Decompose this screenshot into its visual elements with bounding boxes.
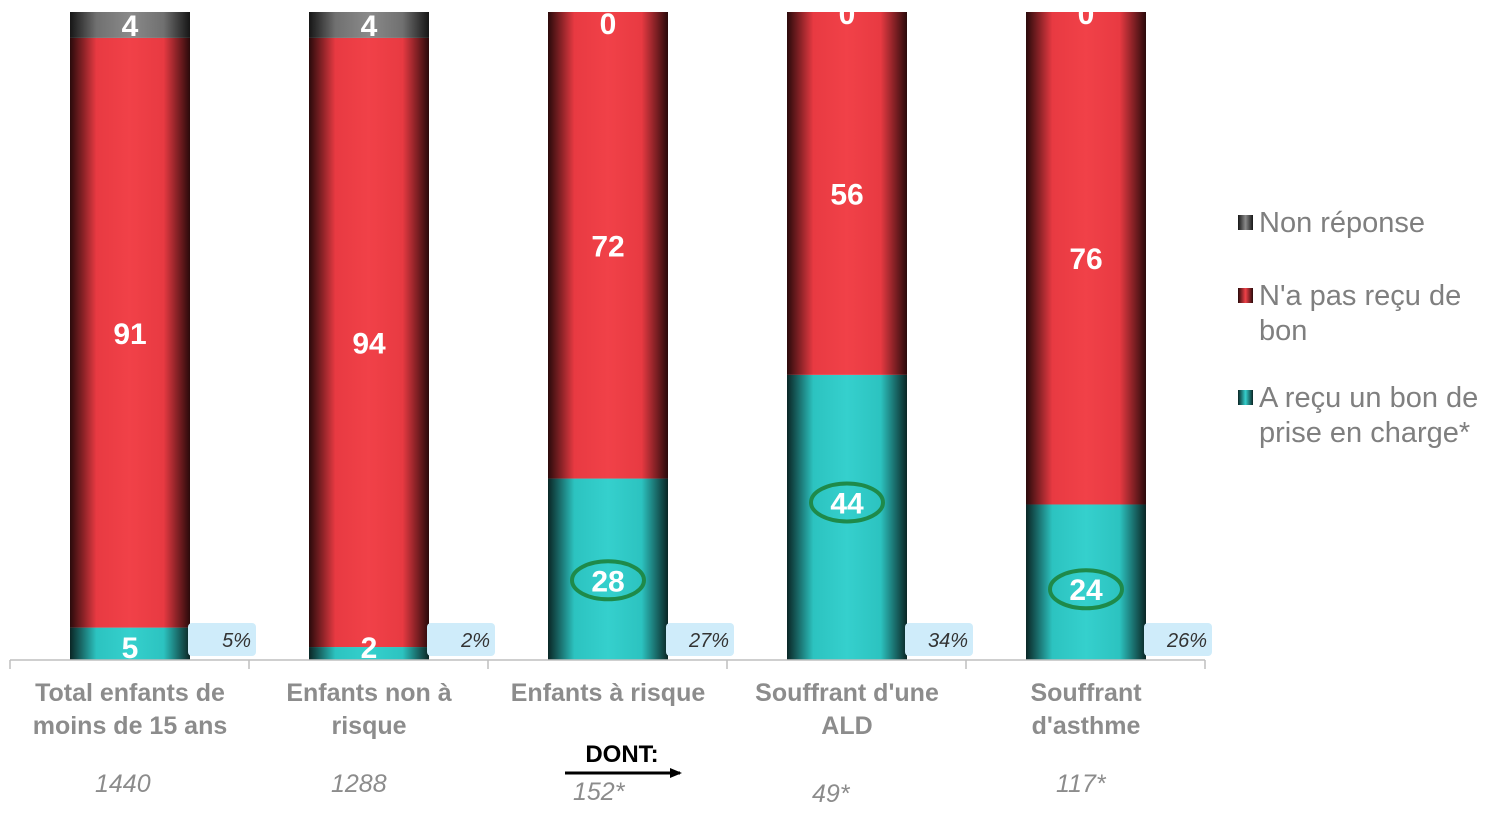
base-sizes-layer: 1440 1288 152* 49* 117* (95, 770, 1107, 808)
bar-segment-not-received (787, 12, 907, 375)
bar-segment-no-answer (309, 12, 429, 38)
value-label: 56 (830, 178, 863, 211)
reference-label: 27% (688, 630, 729, 652)
bar-segment-no-answer (70, 12, 190, 38)
value-label: 91 (113, 318, 146, 351)
value-label: 4 (122, 10, 139, 43)
legend-label-line: prise en charge* (1259, 417, 1471, 449)
category-label: Enfants non à (286, 679, 451, 707)
highlight-circle (809, 481, 885, 524)
reference-box (905, 623, 973, 656)
legend-swatch (1238, 288, 1253, 303)
value-label: 28 (591, 565, 624, 598)
bar-segment-not-received (70, 37, 190, 628)
category-label: Enfants à risque (511, 679, 706, 707)
reference-label: 2% (460, 630, 490, 652)
legend-label: N'a pas reçu de bon (1259, 279, 1461, 349)
reference-label: 26% (1166, 630, 1207, 652)
bars-layer (70, 12, 1146, 660)
bar-segment-received (70, 627, 190, 660)
value-label: 0 (600, 8, 617, 41)
base-size-label: 1288 (331, 770, 387, 798)
ticks-layer (9, 660, 1206, 669)
legend-label: Non réponse (1259, 206, 1425, 241)
legend-item: N'a pas reçu de bon (1238, 279, 1508, 349)
category-label: risque (331, 712, 406, 740)
legend-item: Non réponse (1238, 206, 1508, 241)
highlight-circle (1048, 568, 1124, 611)
legend-swatch (1238, 390, 1253, 405)
bar-segment-received (309, 647, 429, 660)
value-label: 72 (591, 230, 624, 263)
highlight-circle (570, 559, 646, 602)
reference-box (1144, 623, 1212, 656)
categories-layer: Total enfants de moins de 15 ans Enfants n… (33, 679, 1142, 740)
bar-segment-received (548, 478, 668, 660)
reference-label: 34% (928, 630, 968, 652)
category-label: ALD (821, 712, 872, 740)
category-label: Souffrant (1030, 679, 1142, 707)
reference-label: 5% (222, 630, 251, 652)
value-label: 4 (361, 10, 378, 43)
labels-layer: 5 91 4 5% 2 94 4 2% 28 72 0 27% 44 56 0 34% 24 76 0 26% (113, 0, 1212, 665)
value-label: 2 (361, 632, 378, 665)
base-size-label: 49* (812, 780, 851, 808)
reference-box (427, 623, 495, 656)
bar-segment-received (1026, 504, 1146, 660)
value-label: 24 (1069, 574, 1103, 607)
legend-label-line: bon (1259, 315, 1308, 347)
legend-swatch (1238, 215, 1253, 230)
base-size-label: 117* (1056, 770, 1107, 798)
category-label: Souffrant d'une (755, 679, 939, 707)
reference-box (666, 623, 734, 656)
legend-label-line: Non réponse (1259, 207, 1426, 239)
bar-segment-received (787, 374, 907, 660)
reference-box (188, 623, 256, 656)
legend-label: A reçu un bon de prise en charge* (1259, 381, 1478, 451)
legend-label-line: A reçu un bon de (1259, 382, 1479, 414)
legend-item: A reçu un bon de prise en charge* (1238, 381, 1508, 451)
category-label: Total enfants de (35, 679, 225, 707)
value-label: 0 (839, 0, 856, 31)
legend: Non réponse N'a pas reçu de bon A reçu un b… (1238, 206, 1508, 489)
value-label: 94 (352, 327, 386, 360)
bar-segment-not-received (1026, 12, 1146, 505)
category-label: d'asthme (1032, 712, 1141, 740)
legend-label-line: N'a pas reçu de (1259, 280, 1462, 312)
base-size-label: 1440 (95, 770, 151, 798)
dont-annotation: DONT: (585, 741, 658, 768)
value-label: 5 (122, 632, 139, 665)
value-label: 44 (830, 487, 864, 520)
value-label: 0 (1078, 0, 1095, 31)
bar-segment-not-received (548, 12, 668, 479)
base-size-label: 152* (573, 778, 626, 806)
bar-segment-not-received (309, 37, 429, 648)
category-label: moins de 15 ans (33, 712, 228, 740)
value-label: 76 (1069, 243, 1102, 276)
